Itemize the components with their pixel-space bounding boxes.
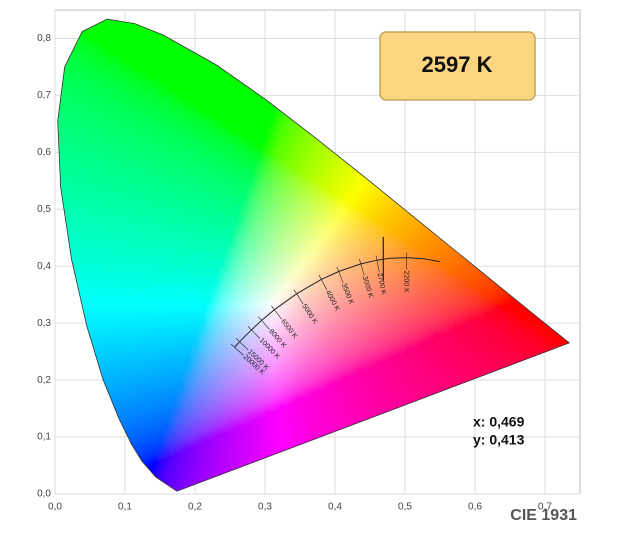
chart: 2200 K2700 K3000 K3500 K4000 K5000 K6500… bbox=[0, 0, 620, 550]
